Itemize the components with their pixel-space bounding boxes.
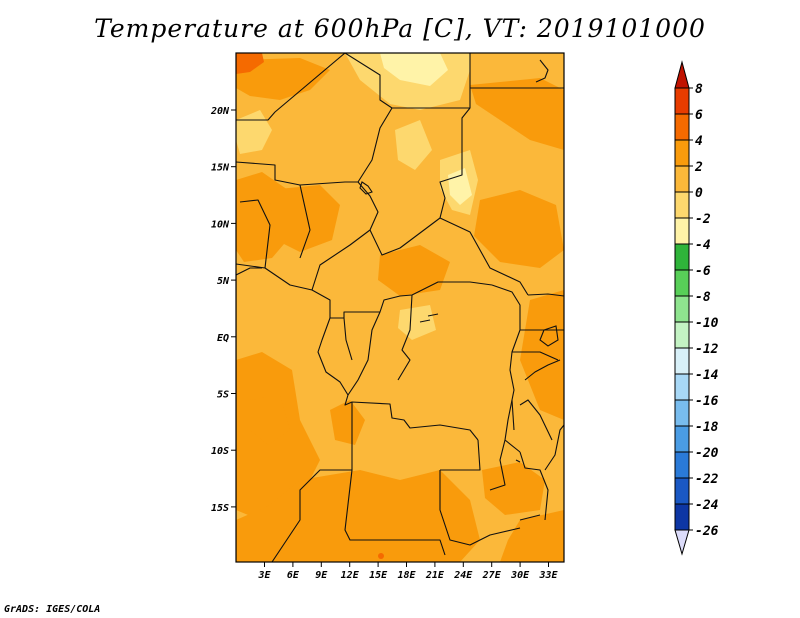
colorbar-box bbox=[674, 269, 690, 297]
colorbar-label: -20 bbox=[695, 446, 719, 461]
lon-label: 33E bbox=[538, 570, 558, 581]
lat-label: 15S bbox=[211, 503, 229, 514]
lat-label: 10N bbox=[211, 219, 230, 230]
lat-label: 5S bbox=[217, 390, 229, 401]
colorbar-label: 2 bbox=[694, 160, 703, 175]
colorbar-box bbox=[674, 425, 690, 453]
colorbar-box bbox=[674, 503, 690, 531]
colorbar-box bbox=[674, 373, 690, 401]
colorbar-label: -4 bbox=[695, 238, 711, 253]
colorbar-box bbox=[674, 113, 690, 141]
temperature-field bbox=[236, 53, 564, 562]
lat-label: 20N bbox=[210, 106, 230, 117]
colorbar-box bbox=[674, 243, 690, 271]
colorbar-label: -18 bbox=[695, 420, 719, 435]
colorbar-boxes bbox=[674, 60, 690, 556]
colorbar-box bbox=[674, 347, 690, 375]
colorbar-label: 8 bbox=[695, 82, 703, 97]
colorbar-label: -12 bbox=[695, 342, 719, 357]
colorbar-box bbox=[674, 87, 690, 115]
colorbar-top-arrow bbox=[674, 60, 690, 89]
colorbar-label: 4 bbox=[695, 134, 703, 149]
colorbar-labels: 8 6 4 2 0 -2 -4 -6 -8 -10 -12 -14 -16 -18 -20 -22 -24 -26 bbox=[689, 82, 719, 539]
hot-regions bbox=[236, 53, 384, 559]
lon-label: 21E bbox=[425, 570, 445, 581]
map-title: Temperature at 600hPa [C], VT: 201910100… bbox=[94, 14, 706, 43]
lon-label: 6E bbox=[287, 570, 300, 581]
country-borders bbox=[236, 53, 564, 562]
colorbar-label: 0 bbox=[695, 186, 703, 201]
colorbar-label: -10 bbox=[695, 316, 719, 331]
lat-label: 5N bbox=[217, 276, 230, 287]
lat-label: 10S bbox=[211, 446, 229, 457]
plot-frame bbox=[235, 52, 565, 563]
lon-label: 24E bbox=[453, 570, 473, 581]
colorbar-box bbox=[674, 477, 690, 505]
latitude-axis: 20N 15N 10N 5N EQ 5S 10S 15S bbox=[210, 106, 236, 514]
colorbar-box bbox=[674, 399, 690, 427]
longitude-axis: 3E 6E 9E 12E 15E 18E 21E 24E 27E 30E 33E bbox=[257, 562, 559, 581]
lakes bbox=[359, 181, 559, 521]
lon-label: 27E bbox=[482, 570, 502, 581]
lon-label: 9E bbox=[315, 570, 328, 581]
lon-label: 3E bbox=[257, 570, 271, 581]
lon-label: 12E bbox=[341, 570, 360, 581]
colorbar-box bbox=[674, 165, 690, 193]
lat-label: EQ bbox=[217, 333, 229, 344]
lat-label: 15N bbox=[211, 163, 230, 174]
colorbar-label: -2 bbox=[695, 212, 711, 227]
lon-label: 15E bbox=[369, 570, 388, 581]
colorbar-box bbox=[674, 191, 690, 219]
colorbar-box bbox=[674, 451, 690, 479]
colorbar-label: -26 bbox=[695, 524, 719, 539]
grads-credit: GrADS: IGES/COLA bbox=[4, 604, 101, 615]
colorbar-box bbox=[674, 295, 690, 323]
colorbar-bottom-arrow bbox=[674, 529, 690, 556]
colorbar-label: -24 bbox=[695, 498, 719, 513]
colorbar-label: -6 bbox=[695, 264, 711, 279]
colorbar-label: 6 bbox=[695, 108, 703, 123]
warm-regions bbox=[236, 58, 564, 562]
colorbar-box bbox=[674, 217, 690, 245]
colorbar-label: -8 bbox=[695, 290, 711, 305]
lon-label: 30E bbox=[510, 570, 530, 581]
colorbar-label: -22 bbox=[695, 472, 719, 487]
lon-label: 18E bbox=[397, 570, 416, 581]
colorbar-box bbox=[674, 139, 690, 167]
colorbar-label: -14 bbox=[695, 368, 719, 383]
colorbar-label: -16 bbox=[695, 394, 719, 409]
colorbar-box bbox=[674, 321, 690, 349]
